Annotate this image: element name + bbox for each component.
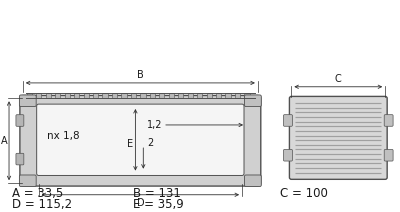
Bar <box>93 93 98 98</box>
Text: A = 33,5: A = 33,5 <box>12 187 63 200</box>
FancyBboxPatch shape <box>20 95 261 186</box>
Bar <box>102 93 108 98</box>
Text: E = 35,9: E = 35,9 <box>134 198 184 211</box>
Bar <box>169 93 174 98</box>
FancyBboxPatch shape <box>284 149 292 161</box>
FancyBboxPatch shape <box>244 95 261 107</box>
Text: A: A <box>0 136 7 146</box>
Text: D: D <box>136 198 144 208</box>
Bar <box>197 93 202 98</box>
FancyBboxPatch shape <box>16 115 24 126</box>
Text: nx 1,8: nx 1,8 <box>46 131 79 141</box>
Text: D = 115,2: D = 115,2 <box>12 198 72 211</box>
Text: B: B <box>137 70 144 80</box>
Bar <box>27 93 32 98</box>
FancyBboxPatch shape <box>19 175 36 187</box>
FancyBboxPatch shape <box>384 115 393 126</box>
Bar <box>122 93 127 98</box>
Bar <box>244 93 250 98</box>
Text: 1,2: 1,2 <box>147 120 163 130</box>
Bar <box>36 93 42 98</box>
Bar <box>112 93 117 98</box>
Text: 2: 2 <box>147 138 154 148</box>
Bar <box>131 93 136 98</box>
Bar <box>150 93 155 98</box>
Bar <box>216 93 221 98</box>
Bar <box>84 93 89 98</box>
FancyBboxPatch shape <box>19 95 36 107</box>
Bar <box>159 93 164 98</box>
Bar <box>65 93 70 98</box>
Bar <box>206 93 212 98</box>
FancyBboxPatch shape <box>290 96 387 179</box>
FancyBboxPatch shape <box>284 115 292 126</box>
FancyBboxPatch shape <box>384 149 393 161</box>
Text: C: C <box>335 74 342 84</box>
FancyBboxPatch shape <box>37 104 244 176</box>
Bar <box>188 93 193 98</box>
Text: E: E <box>127 139 134 149</box>
Text: C = 100: C = 100 <box>280 187 328 200</box>
Bar <box>74 93 79 98</box>
Text: B = 131: B = 131 <box>134 187 181 200</box>
FancyBboxPatch shape <box>16 153 24 165</box>
Bar <box>140 93 146 98</box>
Bar <box>55 93 60 98</box>
Bar <box>46 93 51 98</box>
Bar <box>226 93 231 98</box>
Bar <box>178 93 183 98</box>
Bar <box>235 93 240 98</box>
FancyBboxPatch shape <box>244 175 261 187</box>
